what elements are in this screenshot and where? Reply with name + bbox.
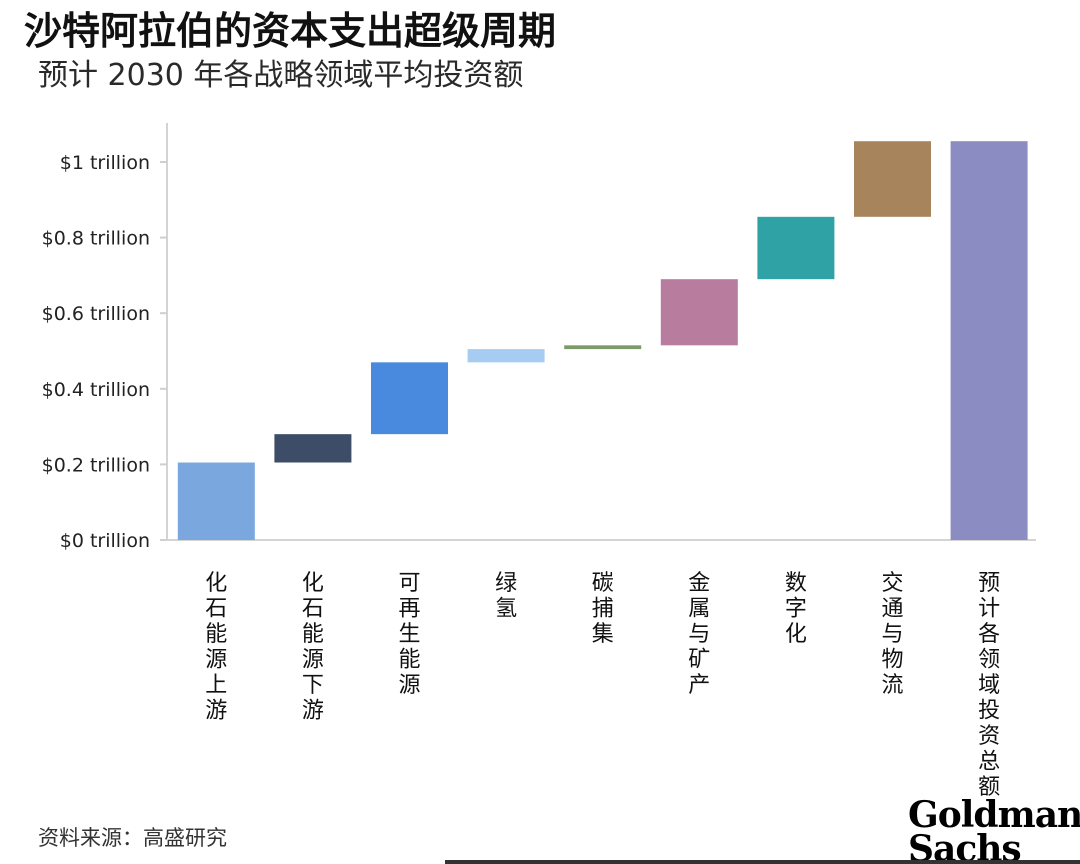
bar-2 [274,434,352,463]
x-tick-label: 数字化 [785,571,807,647]
logo-line-2: Sachs [908,828,1022,864]
bar-7 [757,216,835,280]
x-tick-label: 金属与矿产 [688,571,710,698]
x-tick-label: 绿氢 [495,571,517,622]
source-note: 资料来源：高盛研究 [38,826,227,850]
bottom-rule [445,860,1080,864]
chart-subtitle: 预计 2030 年各战略领域平均投资额 [38,58,524,93]
bar-5 [564,345,642,350]
bar-3 [371,362,448,435]
bar-4 [467,349,545,363]
waterfall-chart: $0 trillion $0.2 trillion $0.4 trillion $0.… [42,123,1036,800]
y-tick-label: $0.4 trillion [42,379,150,401]
chart-bars [177,141,1028,540]
y-tick-label: $0.6 trillion [42,303,150,325]
x-tick-label: 交通与物流 [881,571,903,698]
x-axis-labels: 化石能源上游 化石能源下游 可再生能源 绿氢 碳捕集 金属与矿产 数字化 交通与物流 预计各领域… [205,571,1000,800]
bar-8 [854,141,931,217]
x-tick-label: 化石能源上游 [205,571,227,724]
bar-6 [660,279,738,346]
x-tick-label: 预计各领域投资总额 [978,571,1000,800]
y-tick-label: $1 trillion [60,152,150,174]
logo-line-1: Goldman [908,794,1080,836]
y-tick-label: $0 trillion [60,530,150,552]
x-tick-label: 碳捕集 [592,571,614,647]
chart-title: 沙特阿拉伯的资本支出超级周期 [24,9,557,53]
y-tick-label: $0.2 trillion [42,454,150,476]
bar-1 [177,462,255,540]
goldman-sachs-logo: Goldman Sachs [908,794,1080,864]
x-tick-label: 化石能源下游 [302,571,324,724]
bar-9 [950,141,1028,540]
x-tick-label: 可再生能源 [398,571,420,698]
y-tick-label: $0.8 trillion [42,228,150,250]
chart-axes: $0 trillion $0.2 trillion $0.4 trillion $0.… [42,123,1036,552]
